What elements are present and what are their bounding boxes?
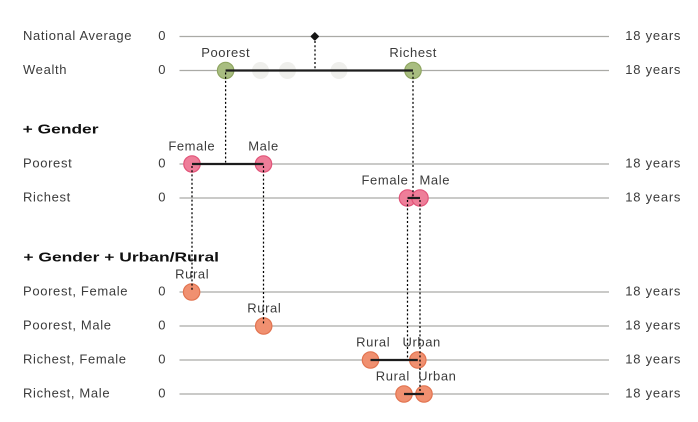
svg-text:0: 0 bbox=[158, 62, 165, 77]
svg-text:Poorest: Poorest bbox=[23, 155, 72, 170]
svg-text:National Average: National Average bbox=[23, 28, 132, 43]
svg-text:0: 0 bbox=[158, 155, 165, 170]
svg-text:18 years: 18 years bbox=[625, 189, 681, 204]
svg-text:0: 0 bbox=[158, 189, 165, 204]
svg-text:18 years: 18 years bbox=[625, 62, 681, 77]
svg-text:Poorest, Male: Poorest, Male bbox=[23, 317, 112, 332]
svg-text:Rural: Rural bbox=[247, 301, 281, 316]
svg-text:18 years: 18 years bbox=[625, 283, 681, 298]
svg-text:0: 0 bbox=[158, 351, 165, 366]
svg-text:Wealth: Wealth bbox=[23, 62, 67, 77]
svg-text:Richest, Female: Richest, Female bbox=[23, 351, 127, 366]
svg-text:Poorest: Poorest bbox=[201, 45, 250, 60]
svg-text:Male: Male bbox=[420, 173, 451, 188]
svg-text:18 years: 18 years bbox=[625, 155, 681, 170]
svg-text:Richest: Richest bbox=[23, 189, 71, 204]
svg-text:Female: Female bbox=[168, 139, 215, 154]
svg-text:Richest, Male: Richest, Male bbox=[23, 385, 110, 400]
svg-text:Poorest, Female: Poorest, Female bbox=[23, 283, 128, 298]
svg-text:Richest: Richest bbox=[389, 45, 437, 60]
svg-text:Rural: Rural bbox=[175, 267, 209, 282]
svg-text:18 years: 18 years bbox=[625, 385, 681, 400]
svg-text:0: 0 bbox=[158, 317, 165, 332]
svg-text:+ Gender + Urban/Rural: + Gender + Urban/Rural bbox=[23, 250, 219, 265]
svg-text:18 years: 18 years bbox=[625, 351, 681, 366]
svg-text:0: 0 bbox=[158, 283, 165, 298]
svg-text:Urban: Urban bbox=[402, 335, 440, 350]
svg-text:Female: Female bbox=[362, 173, 409, 188]
svg-text:Rural: Rural bbox=[376, 369, 410, 384]
svg-text:+ Gender: + Gender bbox=[23, 122, 99, 137]
svg-text:Rural: Rural bbox=[356, 335, 390, 350]
svg-text:18 years: 18 years bbox=[625, 28, 681, 43]
svg-text:18 years: 18 years bbox=[625, 317, 681, 332]
svg-text:0: 0 bbox=[158, 28, 165, 43]
svg-text:0: 0 bbox=[158, 385, 165, 400]
svg-text:Male: Male bbox=[248, 139, 279, 154]
svg-text:Urban: Urban bbox=[418, 369, 456, 384]
